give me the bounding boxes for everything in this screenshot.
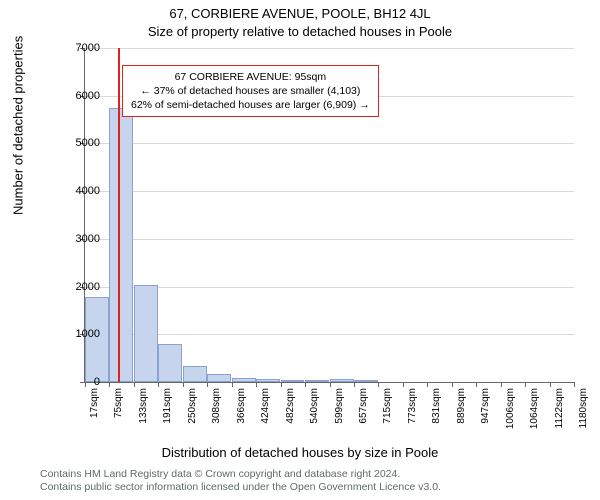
ytick-label: 0 xyxy=(60,376,100,388)
xtick-mark xyxy=(330,382,331,387)
xtick-mark xyxy=(501,382,502,387)
xtick-mark xyxy=(550,382,551,387)
info-box-line-3: 62% of semi-detached houses are larger (… xyxy=(131,98,370,112)
xtick-label: 133sqm xyxy=(138,388,149,448)
xtick-mark xyxy=(378,382,379,387)
x-axis-label: Distribution of detached houses by size … xyxy=(0,445,600,460)
xtick-mark xyxy=(354,382,355,387)
ytick-label: 5000 xyxy=(60,137,100,149)
xtick-mark xyxy=(574,382,575,387)
xtick-mark xyxy=(134,382,135,387)
histogram-bar xyxy=(305,380,329,382)
xtick-label: 715sqm xyxy=(382,388,393,448)
xtick-label: 773sqm xyxy=(407,388,418,448)
footer-line-1: Contains HM Land Registry data © Crown c… xyxy=(40,468,441,481)
xtick-label: 366sqm xyxy=(236,388,247,448)
histogram-bar xyxy=(158,344,182,382)
gridline-h xyxy=(85,287,574,288)
xtick-mark xyxy=(158,382,159,387)
xtick-label: 599sqm xyxy=(334,388,345,448)
xtick-label: 191sqm xyxy=(162,388,173,448)
chart-title-main: 67, CORBIERE AVENUE, POOLE, BH12 4JL xyxy=(0,6,600,21)
ytick-label: 3000 xyxy=(60,233,100,245)
xtick-mark xyxy=(525,382,526,387)
histogram-bar xyxy=(281,380,305,382)
histogram-bar xyxy=(330,379,354,382)
chart-plot-area: 17sqm75sqm133sqm191sqm250sqm308sqm366sqm… xyxy=(84,48,574,383)
xtick-mark xyxy=(476,382,477,387)
xtick-mark xyxy=(427,382,428,387)
xtick-mark xyxy=(281,382,282,387)
xtick-mark xyxy=(207,382,208,387)
ytick-label: 7000 xyxy=(60,42,100,54)
ytick-label: 6000 xyxy=(60,90,100,102)
xtick-label: 482sqm xyxy=(285,388,296,448)
y-axis-label: Number of detached properties xyxy=(11,36,26,215)
xtick-label: 540sqm xyxy=(309,388,320,448)
xtick-label: 947sqm xyxy=(480,388,491,448)
info-box-line-2: ← 37% of detached houses are smaller (4,… xyxy=(131,84,370,98)
ytick-label: 4000 xyxy=(60,185,100,197)
xtick-label: 831sqm xyxy=(431,388,442,448)
histogram-bar xyxy=(134,285,158,382)
gridline-h xyxy=(85,48,574,49)
gridline-h xyxy=(85,191,574,192)
xtick-mark xyxy=(256,382,257,387)
xtick-label: 657sqm xyxy=(358,388,369,448)
xtick-mark xyxy=(232,382,233,387)
xtick-mark xyxy=(305,382,306,387)
chart-title-sub: Size of property relative to detached ho… xyxy=(0,24,600,39)
histogram-bar xyxy=(183,366,207,382)
xtick-mark xyxy=(403,382,404,387)
xtick-label: 75sqm xyxy=(113,388,124,448)
info-box-line-1: 67 CORBIERE AVENUE: 95sqm xyxy=(131,70,370,84)
ytick-label: 1000 xyxy=(60,328,100,340)
xtick-mark xyxy=(183,382,184,387)
histogram-bar xyxy=(256,379,280,382)
ytick-label: 2000 xyxy=(60,281,100,293)
xtick-label: 1122sqm xyxy=(554,388,565,448)
gridline-h xyxy=(85,334,574,335)
xtick-label: 308sqm xyxy=(211,388,222,448)
xtick-label: 1180sqm xyxy=(578,388,589,448)
xtick-label: 424sqm xyxy=(260,388,271,448)
info-box: 67 CORBIERE AVENUE: 95sqm← 37% of detach… xyxy=(122,65,379,118)
xtick-label: 17sqm xyxy=(89,388,100,448)
histogram-bar xyxy=(109,108,133,382)
histogram-bar xyxy=(232,378,256,382)
xtick-label: 1006sqm xyxy=(505,388,516,448)
histogram-bar xyxy=(207,374,231,382)
xtick-label: 889sqm xyxy=(456,388,467,448)
gridline-h xyxy=(85,239,574,240)
xtick-mark xyxy=(452,382,453,387)
gridline-h xyxy=(85,143,574,144)
footer-attribution: Contains HM Land Registry data © Crown c… xyxy=(40,468,441,494)
histogram-bar xyxy=(354,380,378,382)
xtick-label: 1064sqm xyxy=(529,388,540,448)
footer-line-2: Contains public sector information licen… xyxy=(40,481,441,494)
xtick-mark xyxy=(109,382,110,387)
xtick-label: 250sqm xyxy=(187,388,198,448)
marker-line xyxy=(118,48,120,382)
